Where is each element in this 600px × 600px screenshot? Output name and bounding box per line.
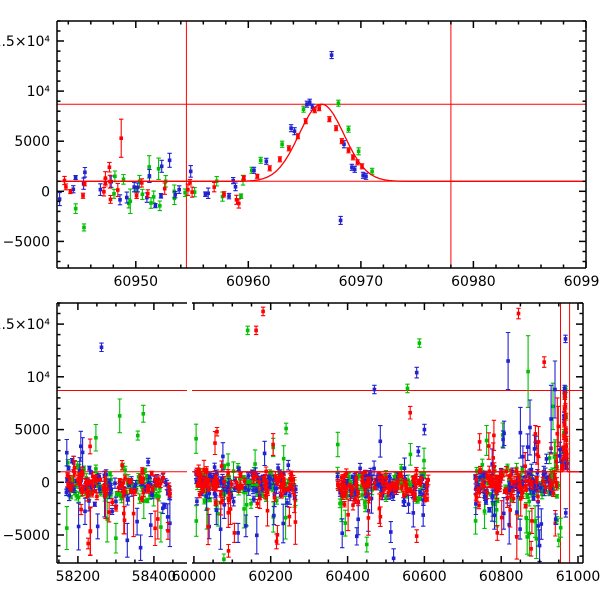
- bottom-tick-labels: 58200 58400 −5000 0 5000 10⁴ 1.5×10⁴ 60000 60200…: [0, 317, 600, 585]
- svg-text:58200: 58200: [56, 569, 101, 585]
- svg-text:5000: 5000: [14, 134, 50, 150]
- svg-text:−5000: −5000: [3, 234, 50, 250]
- bottom-panel: 58200 58400 −5000 0 5000 10⁴ 1.5×10⁴ 60000 60200…: [0, 302, 600, 585]
- svg-text:60970: 60970: [339, 274, 384, 290]
- bottom-data-points: [193, 306, 570, 563]
- svg-text:60950: 60950: [114, 274, 159, 290]
- svg-text:−5000: −5000: [3, 528, 50, 544]
- top-data-points: [57, 51, 375, 232]
- svg-text:60800: 60800: [479, 569, 524, 585]
- svg-text:60000: 60000: [172, 569, 217, 585]
- svg-text:60980: 60980: [451, 274, 496, 290]
- top-annotation-lines: [57, 21, 586, 268]
- bottom-frame-and-axes: [56, 302, 584, 564]
- svg-text:10⁴: 10⁴: [27, 370, 51, 386]
- bottom-data-points: [64, 342, 173, 561]
- top-tick-labels: 60950 60960 60970 60980 60990 −5000 0 5000 10⁴ 1.…: [0, 34, 600, 290]
- svg-text:61000: 61000: [556, 569, 600, 585]
- svg-text:1.5×10⁴: 1.5×10⁴: [0, 317, 50, 333]
- top-frame-and-axes: [56, 20, 587, 269]
- svg-text:60600: 60600: [402, 569, 447, 585]
- top-panel: 60950 60960 60970 60980 60990 −5000 0 5000 10⁴ 1.…: [0, 20, 600, 290]
- svg-text:0: 0: [41, 475, 50, 491]
- svg-text:60200: 60200: [248, 569, 293, 585]
- svg-text:0: 0: [41, 184, 50, 200]
- svg-text:60960: 60960: [226, 274, 271, 290]
- svg-text:58400: 58400: [132, 569, 177, 585]
- bottom-model-curve: [192, 390, 583, 473]
- svg-text:60990: 60990: [564, 274, 600, 290]
- svg-text:1.5×10⁴: 1.5×10⁴: [0, 34, 50, 50]
- top-model-curve: [57, 103, 586, 182]
- svg-text:10⁴: 10⁴: [27, 84, 51, 100]
- svg-text:60400: 60400: [325, 569, 370, 585]
- svg-text:5000: 5000: [14, 423, 50, 439]
